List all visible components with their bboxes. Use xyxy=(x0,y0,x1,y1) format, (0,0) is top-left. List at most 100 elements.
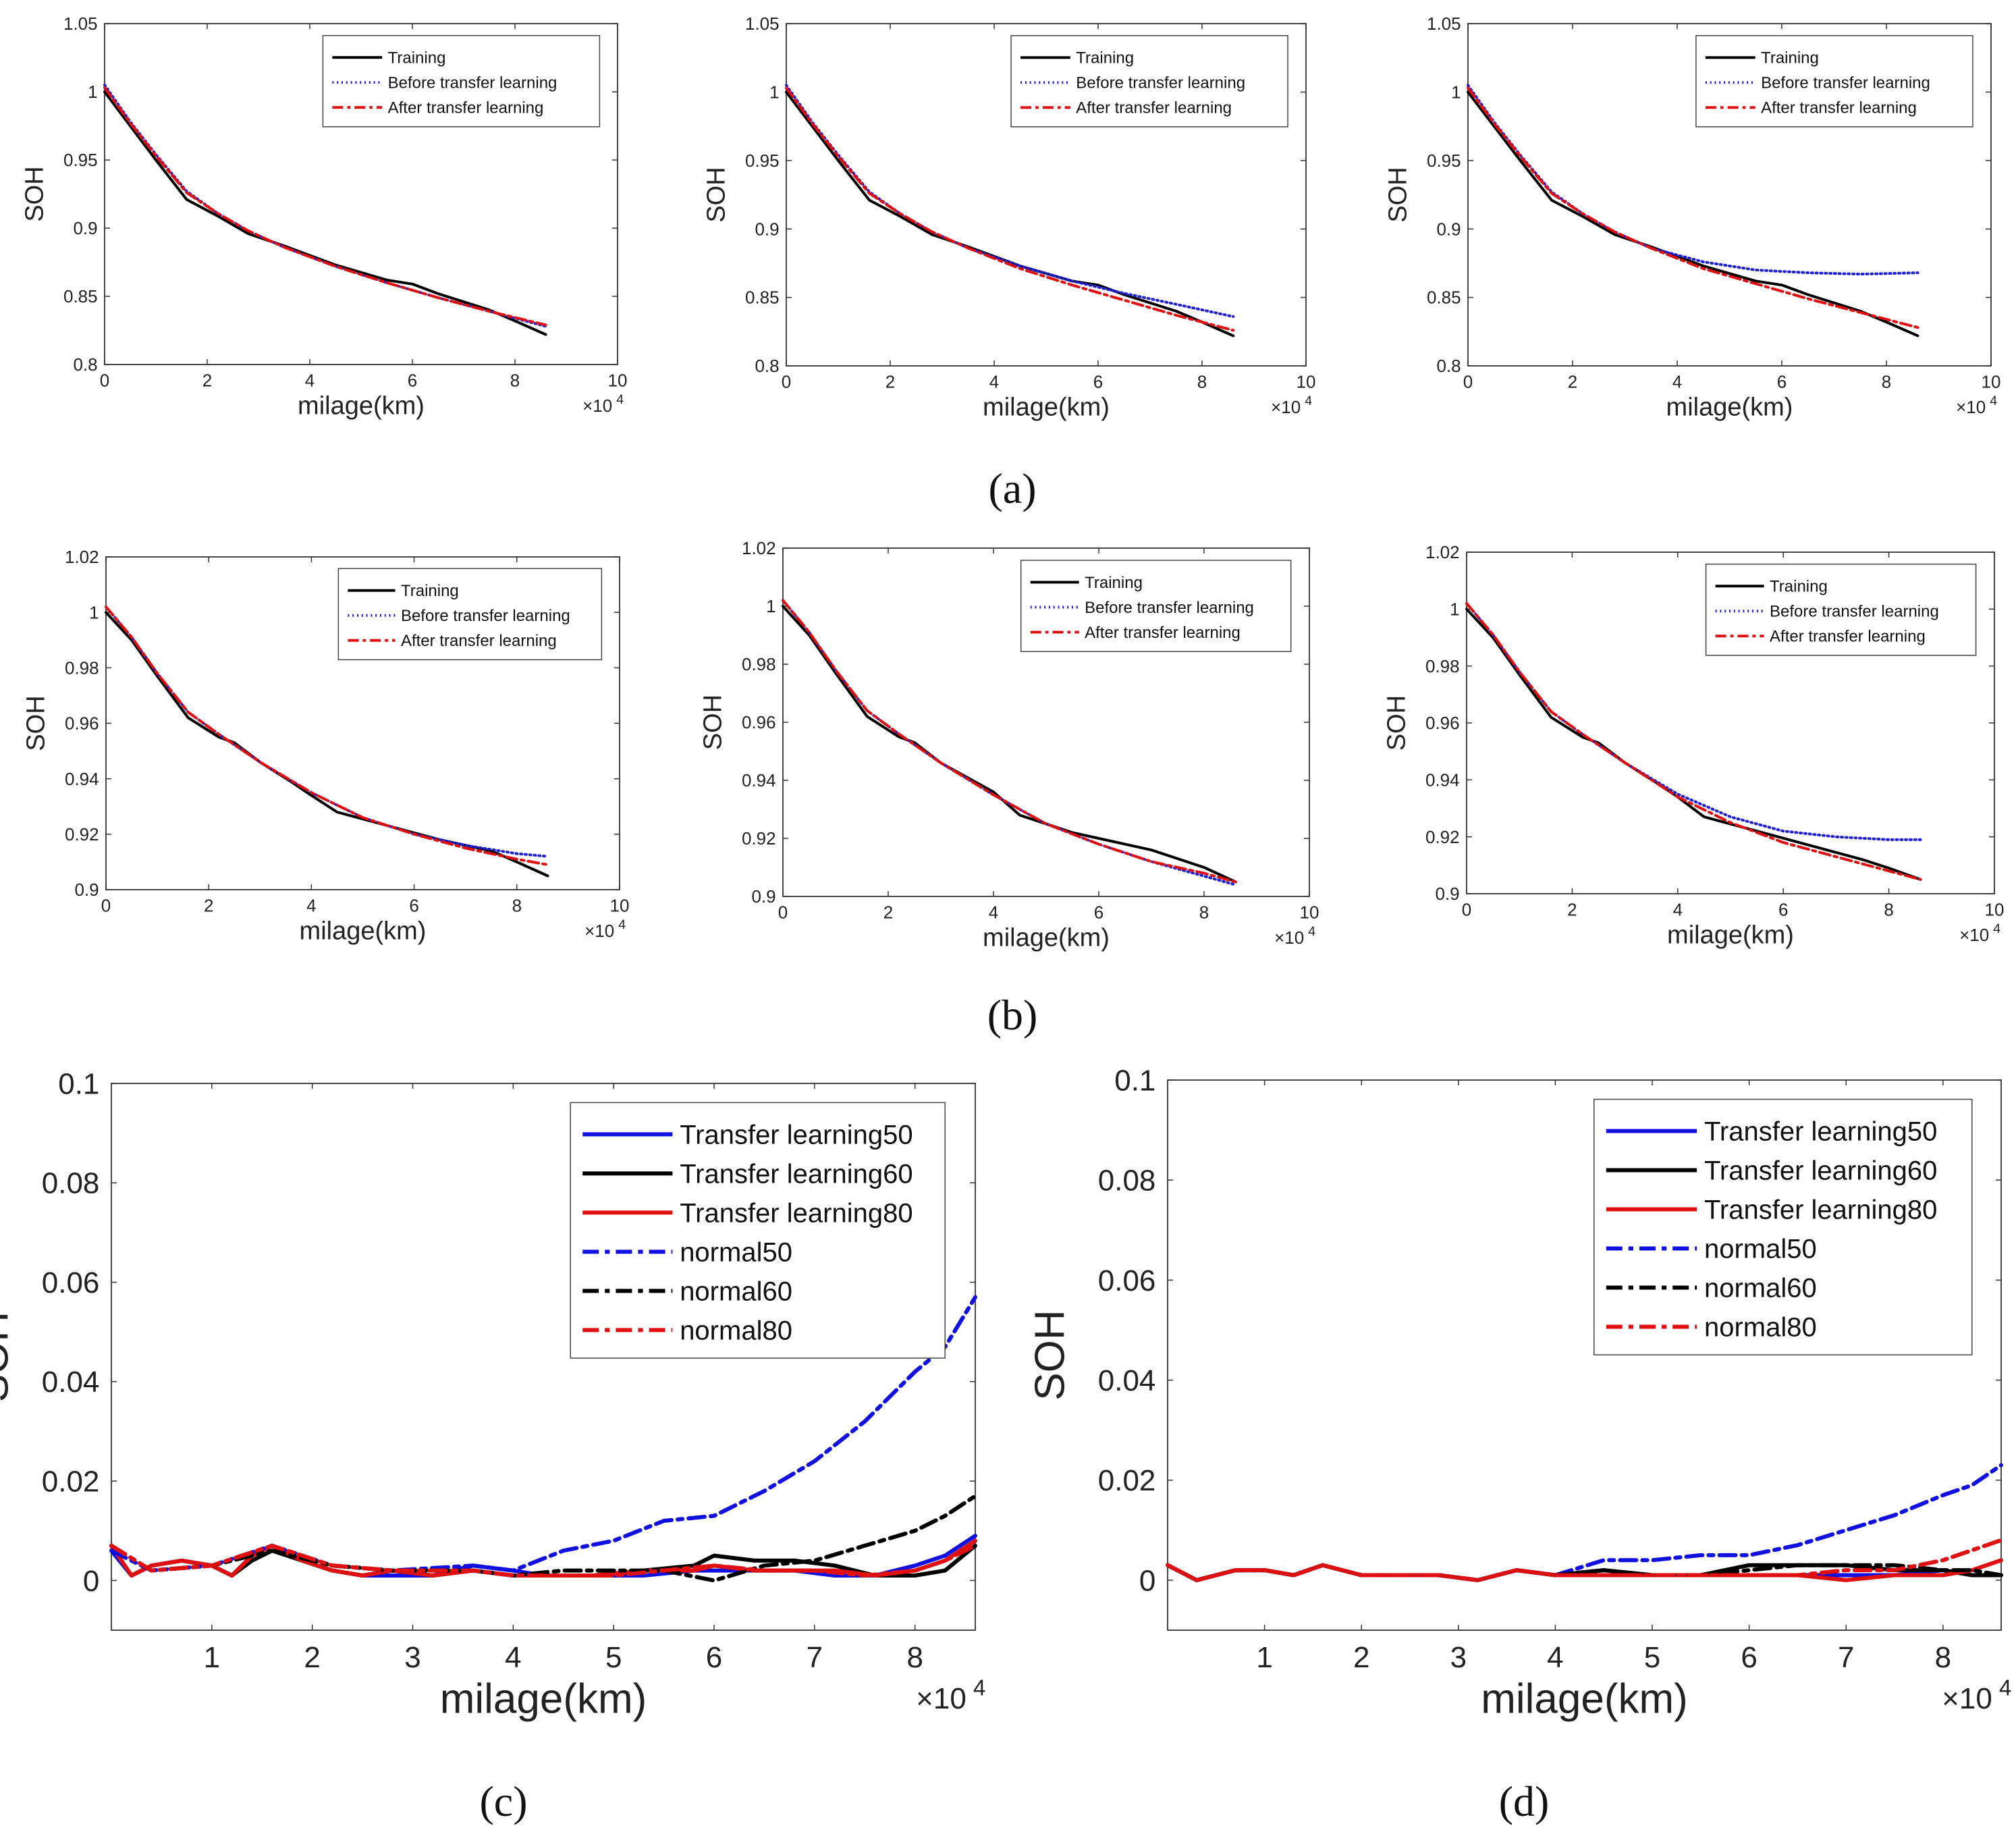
y-tick-label: 0.8 xyxy=(73,354,97,375)
x-tick-label: 4 xyxy=(305,371,315,391)
y-axis-label: SOH xyxy=(1027,1310,1073,1400)
x-axis-label: milage(km) xyxy=(1481,1675,1688,1722)
x-exponent-power: 4 xyxy=(618,917,626,932)
legend-entry: Before transfer learning xyxy=(1076,74,1245,92)
legend-entry: Before transfer learning xyxy=(1085,599,1254,617)
x-tick-label: 6 xyxy=(1778,900,1788,920)
x-tick-label: 6 xyxy=(1777,372,1787,392)
x-tick-label: 2 xyxy=(304,1641,320,1674)
x-tick-label: 8 xyxy=(1199,903,1209,923)
x-exponent-label: ×10 xyxy=(1959,925,1989,945)
x-tick-label: 1 xyxy=(1256,1641,1272,1674)
x-exponent-power: 4 xyxy=(1999,1675,2011,1700)
x-axis-label: milage(km) xyxy=(983,924,1110,952)
x-tick-label: 2 xyxy=(204,896,213,916)
y-tick-label: 0.85 xyxy=(1427,288,1461,308)
legend-entry: Before transfer learning xyxy=(401,607,570,625)
series-line-normal80 xyxy=(1166,1538,2003,1582)
y-tick-label: 0.98 xyxy=(1425,656,1460,676)
x-tick-label: 4 xyxy=(1673,900,1683,920)
x-tick-label: 10 xyxy=(610,896,630,916)
y-tick-label: 0.08 xyxy=(42,1167,100,1200)
x-tick-label: 0 xyxy=(101,896,111,916)
y-tick-label: 1 xyxy=(88,82,97,102)
x-tick-label: 10 xyxy=(1985,900,2005,920)
chart-b1: 0 2 4 6 8 10 0.9 0.92 0.94 0.96 0.98 1 1.02 milage(km… xyxy=(22,547,630,946)
x-tick-label: 8 xyxy=(1882,372,1891,392)
legend-entry: Before transfer learning xyxy=(1761,74,1930,92)
y-tick-label: 0.1 xyxy=(58,1067,99,1100)
y-tick-label: 0.92 xyxy=(65,824,99,844)
x-tick-label: 2 xyxy=(1567,900,1577,920)
y-tick-label: 0.9 xyxy=(73,218,97,238)
x-exponent-power: 4 xyxy=(616,392,624,407)
series-line-after-transfer-learning xyxy=(1467,86,1919,329)
legend-entry: After transfer learning xyxy=(1761,99,1917,117)
x-tick-label: 0 xyxy=(782,372,791,392)
x-tick-label: 4 xyxy=(505,1641,521,1674)
legend-entry: After transfer learning xyxy=(401,632,557,650)
y-tick-label: 0.06 xyxy=(42,1266,100,1299)
x-tick-label: 0 xyxy=(1462,900,1471,920)
legend-entry: After transfer learning xyxy=(1770,628,1926,646)
legend-entry: normal60 xyxy=(680,1276,792,1306)
x-exponent-power: 4 xyxy=(1305,394,1312,408)
x-exponent-power: 4 xyxy=(1990,394,1997,408)
y-tick-label: 0.98 xyxy=(65,657,99,678)
x-tick-label: 8 xyxy=(1935,1641,1951,1674)
legend-entry: normal50 xyxy=(680,1237,792,1267)
x-tick-label: 4 xyxy=(306,896,316,916)
series-line-after-transfer-learning xyxy=(785,86,1235,332)
x-tick-label: 2 xyxy=(1568,372,1577,392)
legend-entry: After transfer learning xyxy=(388,99,544,117)
x-exponent-label: ×10 xyxy=(1956,397,1986,417)
x-tick-label: 0 xyxy=(1463,372,1473,392)
legend-entry: Training xyxy=(1076,49,1134,68)
x-tick-label: 2 xyxy=(202,371,212,391)
chart-a1: 0 2 4 6 8 10 0.8 0.85 0.9 0.95 1 1.05 milage(km) SOH ×… xyxy=(21,14,628,421)
y-tick-label: 0.85 xyxy=(745,288,780,308)
y-tick-label: 0.94 xyxy=(742,770,776,790)
x-tick-label: 8 xyxy=(510,371,520,391)
x-tick-label: 4 xyxy=(1547,1641,1563,1674)
y-axis-label: SOH xyxy=(703,167,731,222)
y-tick-label: 0.96 xyxy=(1425,713,1460,733)
chart-c: 1 2 3 4 5 6 7 8 0 0.02 0.04 0.06 0.08 0.1 milage(km) SO… xyxy=(0,1067,985,1722)
y-tick-label: 1.02 xyxy=(742,538,776,558)
y-tick-label: 0.9 xyxy=(755,219,779,239)
y-tick-label: 1 xyxy=(1451,82,1461,103)
x-tick-label: 2 xyxy=(886,372,895,392)
x-tick-label: 6 xyxy=(706,1641,722,1674)
x-exponent-power: 4 xyxy=(1993,921,2000,936)
x-tick-label: 4 xyxy=(989,372,999,392)
legend-entry: Training xyxy=(1761,49,1819,68)
x-axis-label: milage(km) xyxy=(1667,921,1794,950)
y-axis-label: SOH xyxy=(0,1312,17,1402)
y-tick-label: 0.92 xyxy=(742,828,776,849)
y-tick-label: 1.05 xyxy=(745,14,780,34)
legend-entry: Before transfer learning xyxy=(1770,603,1939,621)
x-tick-label: 10 xyxy=(608,371,628,391)
x-exponent-label: ×10 xyxy=(582,396,612,416)
x-tick-label: 2 xyxy=(1353,1641,1369,1674)
y-tick-label: 0.8 xyxy=(1436,356,1461,376)
y-tick-label: 1 xyxy=(1450,599,1459,619)
series-line-after-transfer-learning xyxy=(782,599,1237,884)
legend-box xyxy=(1695,34,1973,128)
legend-box xyxy=(337,568,603,661)
legend-box xyxy=(1010,34,1288,128)
x-tick-label: 1 xyxy=(204,1641,220,1674)
x-tick-label: 6 xyxy=(408,371,417,391)
y-tick-label: 0.92 xyxy=(1425,827,1460,847)
x-exponent-power: 4 xyxy=(973,1675,985,1700)
y-tick-label: 1.02 xyxy=(65,547,99,567)
legend-entry: After transfer learning xyxy=(1076,99,1232,117)
x-exponent-power: 4 xyxy=(1308,924,1315,939)
y-tick-label: 0.02 xyxy=(42,1465,100,1498)
x-tick-label: 10 xyxy=(1297,372,1316,392)
x-tick-label: 8 xyxy=(906,1641,923,1674)
x-tick-label: 3 xyxy=(1450,1641,1467,1674)
y-tick-label: 0.04 xyxy=(42,1366,100,1399)
legend-entry: Training xyxy=(1085,574,1143,592)
